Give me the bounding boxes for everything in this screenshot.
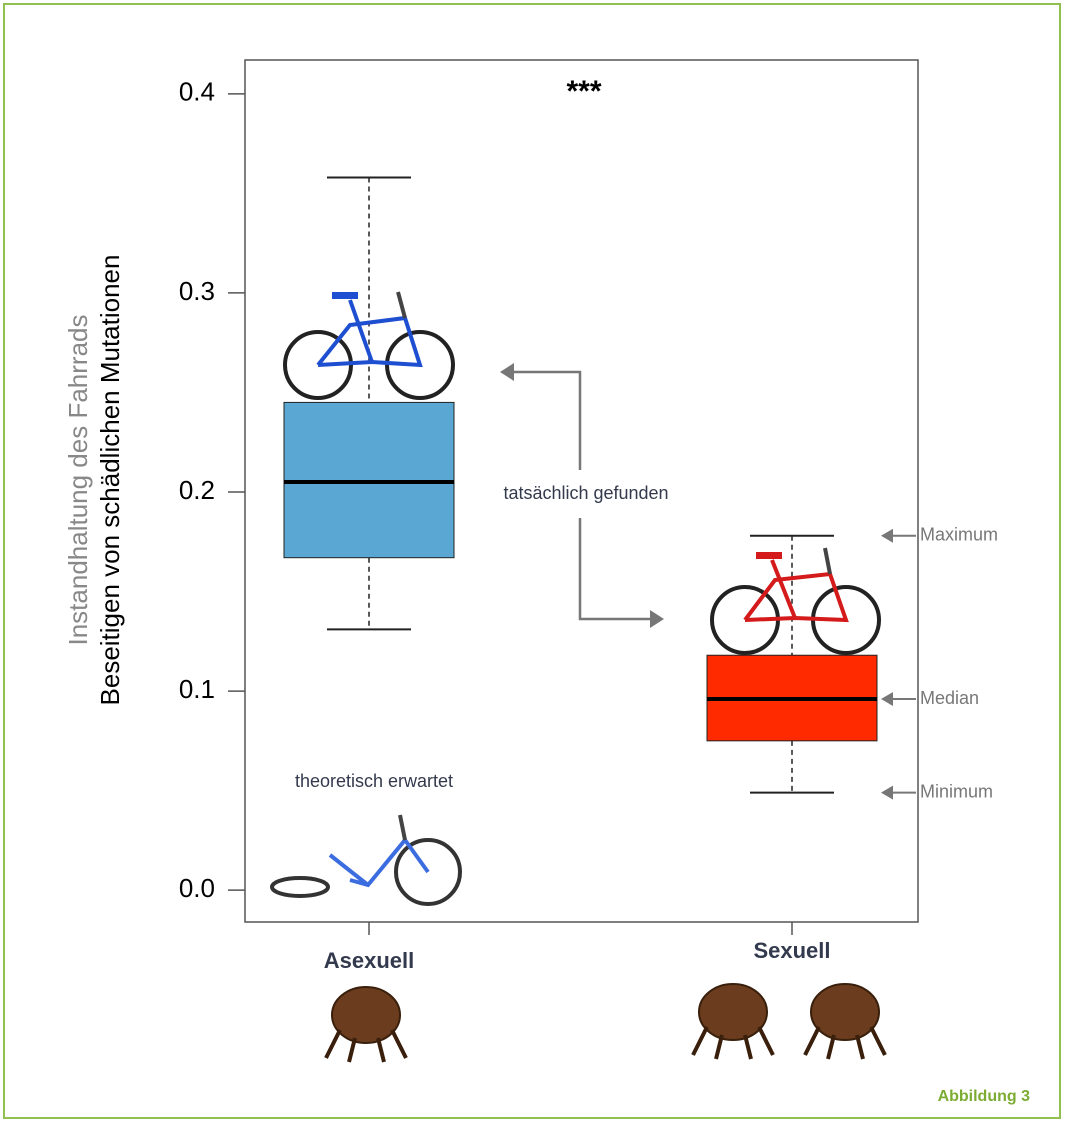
y-tick-label: 0.2: [179, 475, 215, 505]
y-tick-label: 0.4: [179, 77, 215, 107]
y-tick-label: 0.0: [179, 873, 215, 903]
figure: Instandhaltung des Fahrrads Beseitigen v…: [0, 0, 1065, 1122]
key-median-label: Median: [920, 688, 979, 708]
y-tick-label: 0.3: [179, 276, 215, 306]
caption: Abbildung 3: [938, 1088, 1031, 1105]
beetles: [326, 984, 885, 1062]
x-tick-label: Sexuell: [753, 938, 830, 963]
expected-label: theoretisch erwartet: [295, 771, 453, 791]
y-tick-label: 0.1: [179, 674, 215, 704]
significance-label: ***: [566, 75, 601, 108]
x-tick-label: Asexuell: [324, 948, 415, 973]
found-label: tatsächlich gefunden: [503, 483, 668, 503]
key-min-label: Minimum: [920, 781, 993, 801]
y-axis-label-line1: Instandhaltung des Fahrrads: [63, 315, 93, 646]
key-max-label: Maximum: [920, 525, 998, 545]
page: Instandhaltung des Fahrrads Beseitigen v…: [0, 0, 1065, 1122]
y-axis-label-line2: Beseitigen von schädlichen Mutationen: [95, 255, 125, 706]
